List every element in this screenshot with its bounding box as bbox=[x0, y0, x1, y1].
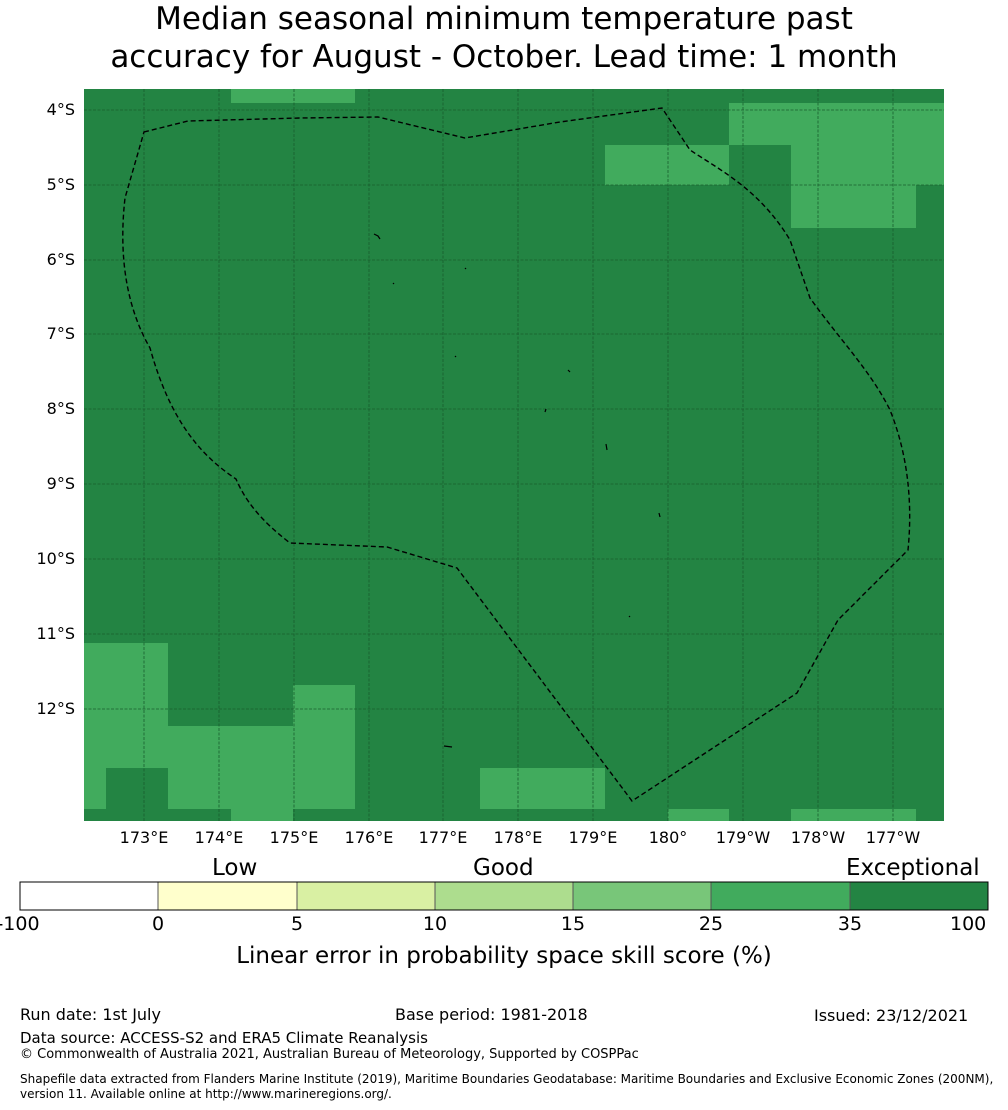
lon-tick: 173°E bbox=[119, 828, 169, 847]
colorbar-segment bbox=[434, 881, 574, 911]
colorbar-segment bbox=[296, 881, 436, 911]
lat-tick: 6°S bbox=[46, 250, 75, 269]
colorbar-tick: 15 bbox=[560, 913, 586, 935]
patch-dark bbox=[106, 768, 168, 809]
lat-tick: 10°S bbox=[36, 549, 75, 568]
colorbar-category-exceptional: Exceptional bbox=[846, 855, 980, 881]
colorbar-label: Linear error in probability space skill … bbox=[236, 943, 772, 969]
lon-tick: 177°E bbox=[418, 828, 468, 847]
lon-tick: 174°E bbox=[194, 828, 244, 847]
island bbox=[544, 408, 547, 413]
colorbar-tick: 10 bbox=[422, 913, 448, 935]
patch bbox=[729, 103, 944, 145]
lon-tick: 175°E bbox=[269, 828, 319, 847]
lat-tick: 11°S bbox=[36, 624, 75, 643]
data-source: Data source: ACCESS-S2 and ERA5 Climate … bbox=[20, 1029, 428, 1047]
colorbar-tick: -100 bbox=[0, 913, 40, 935]
colorbar-tick: 25 bbox=[698, 913, 724, 935]
colorbar-category-low: Low bbox=[212, 855, 258, 881]
graticule bbox=[84, 89, 944, 821]
colorbar-tick: 0 bbox=[151, 913, 165, 935]
island bbox=[464, 267, 467, 270]
skill-score-map bbox=[84, 89, 944, 821]
patch bbox=[605, 145, 729, 185]
patch bbox=[293, 685, 355, 809]
copyright: © Commonwealth of Australia 2021, Austra… bbox=[20, 1047, 639, 1062]
island bbox=[658, 512, 661, 518]
eez-boundary bbox=[122, 107, 911, 802]
chart-title: Median seasonal minimum temperature past… bbox=[0, 0, 1008, 76]
lat-tick: 5°S bbox=[46, 175, 75, 194]
colorbar-category-good: Good bbox=[473, 855, 534, 881]
colorbar-tick: 100 bbox=[950, 913, 987, 935]
lon-tick: 179°E bbox=[568, 828, 618, 847]
lat-tick: 9°S bbox=[46, 474, 75, 493]
run-date: Run date: 1st July bbox=[20, 1005, 161, 1024]
island bbox=[392, 282, 395, 285]
patch bbox=[480, 768, 605, 809]
lat-tick: 4°S bbox=[46, 100, 75, 119]
colorbar-frame bbox=[19, 881, 989, 911]
patch bbox=[168, 726, 293, 809]
patch bbox=[231, 809, 293, 821]
colorbar-segment bbox=[157, 881, 298, 911]
lon-tick: 179°W bbox=[715, 828, 771, 847]
islands bbox=[373, 233, 661, 748]
lon-tick: 180° bbox=[648, 828, 688, 847]
patch bbox=[791, 145, 944, 185]
lon-tick: 177°W bbox=[865, 828, 921, 847]
colorbar-tick: 35 bbox=[837, 913, 863, 935]
colorbar-segment bbox=[849, 881, 989, 911]
patch bbox=[791, 809, 916, 821]
colorbar-segment bbox=[19, 881, 159, 911]
lon-tick: 176°E bbox=[344, 828, 394, 847]
colorbar-segment bbox=[710, 881, 851, 911]
patch bbox=[791, 185, 916, 228]
lat-tick: 12°S bbox=[36, 699, 75, 718]
island bbox=[628, 615, 631, 618]
colorbar bbox=[19, 881, 989, 911]
patch bbox=[231, 89, 355, 103]
island bbox=[567, 369, 571, 373]
title-line-1: Median seasonal minimum temperature past bbox=[155, 1, 853, 37]
colorbar-tick: 5 bbox=[290, 913, 304, 935]
title-line-2: accuracy for August - October. Lead time… bbox=[110, 39, 898, 75]
island bbox=[454, 355, 457, 358]
island bbox=[605, 443, 608, 451]
issued-date: Issued: 23/12/2021 bbox=[814, 1006, 969, 1025]
lon-tick: 178°E bbox=[493, 828, 543, 847]
island bbox=[443, 745, 453, 748]
patch bbox=[668, 809, 729, 821]
lon-tick: 178°W bbox=[790, 828, 846, 847]
shapefile-credit: Shapefile data extracted from Flanders M… bbox=[20, 1072, 994, 1101]
lat-tick: 8°S bbox=[46, 399, 75, 418]
lat-tick: 7°S bbox=[46, 324, 75, 343]
base-period: Base period: 1981-2018 bbox=[395, 1005, 588, 1024]
island bbox=[373, 233, 381, 240]
colorbar-segment bbox=[572, 881, 712, 911]
